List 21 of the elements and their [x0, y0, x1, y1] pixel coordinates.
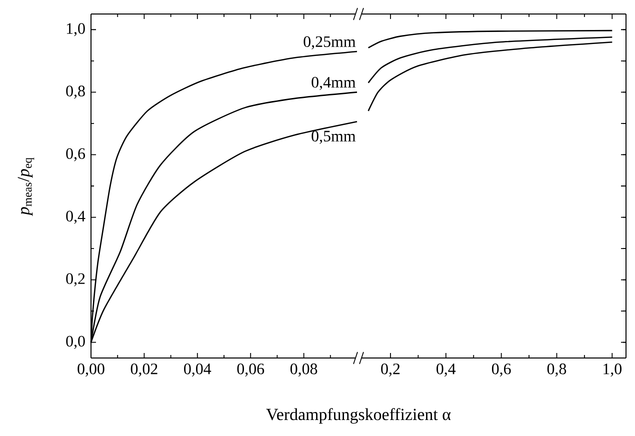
- x-tick-label: 0,06: [237, 364, 264, 377]
- y-tick-label: 0,4: [66, 210, 86, 224]
- x-tick-label: 0,00: [78, 364, 104, 377]
- x-axis-title: Verdampfungskoeffizient α: [266, 408, 451, 424]
- series-label: 0,5mm: [312, 130, 356, 144]
- legend-label: 0,25mm: [304, 36, 356, 50]
- x-tick-label: 0,02: [130, 364, 158, 377]
- x-tick-label: 0,8: [547, 364, 566, 377]
- x-tick-label: 1,0: [604, 364, 622, 377]
- y-tick-label: 1,0: [66, 23, 85, 36]
- series-label: 0,4mm: [312, 76, 356, 90]
- y-tick-label: 0,8: [66, 86, 85, 99]
- y-tick-label: 0,2: [66, 273, 85, 286]
- x-tick-label: 0,6: [492, 364, 511, 377]
- x-tick-label: 0,4: [436, 364, 456, 377]
- x-tick-label: 0,04: [184, 364, 212, 377]
- x-tick-label: 0,2: [381, 364, 400, 377]
- y-tick-label: 0,0: [66, 336, 85, 349]
- y-tick-label: 0,6: [66, 148, 86, 162]
- x-tick-label: 0,08: [290, 364, 318, 377]
- y-axis-title: p$_{meas}$/p$_{eq}$: [18, 158, 34, 216]
